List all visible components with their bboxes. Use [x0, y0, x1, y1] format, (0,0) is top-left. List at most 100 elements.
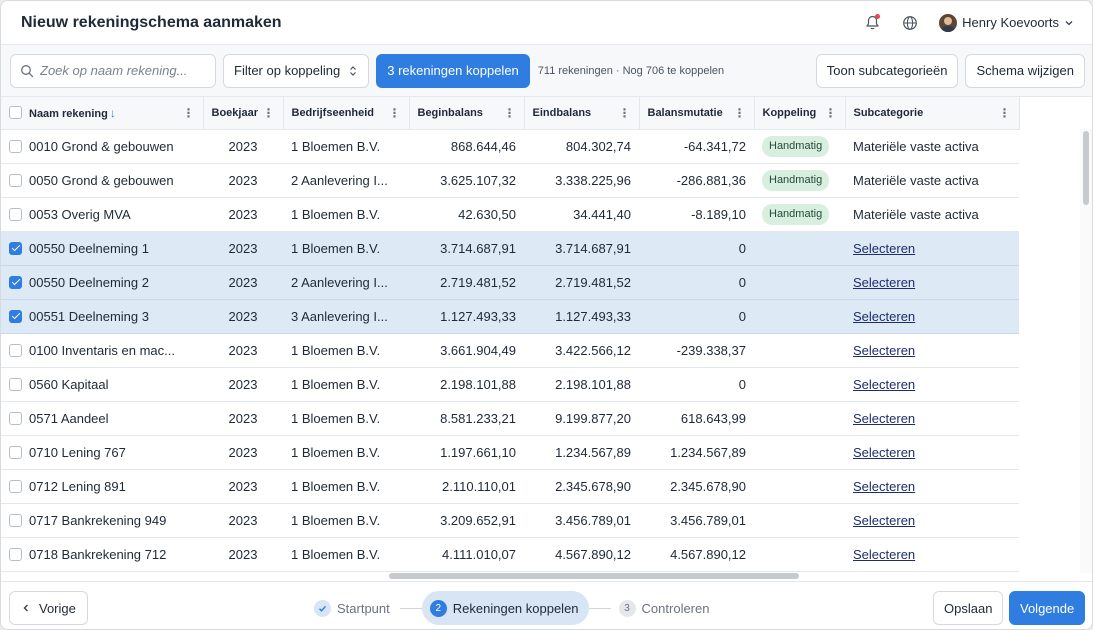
show-subcategories-button[interactable]: Toon subcategorieën [815, 53, 959, 88]
row-checkbox[interactable] [9, 547, 22, 561]
col-header-year[interactable]: Boekjaar ⋮ [203, 97, 284, 130]
table-row[interactable]: 0710 Lening 767 2023 1 Bloemen B.V. 1.197.6… [1, 435, 1019, 470]
table-row[interactable]: 0100 Inventaris en mac... 2023 1 Bloemen B… [1, 333, 1019, 368]
cell-name: 00550 Deelneming 1 [1, 231, 203, 266]
column-menu-icon[interactable]: ⋮ [998, 106, 1011, 120]
step-controleren[interactable]: 3 Controleren [611, 591, 720, 625]
table-row[interactable]: 0053 Overig MVA 2023 1 Bloemen B.V. 42.630,… [1, 197, 1019, 232]
cell-name: 0717 Bankrekening 949 [1, 503, 203, 538]
row-checkbox[interactable] [9, 309, 22, 323]
search-icon [21, 64, 34, 77]
table-row[interactable]: 00550 Deelneming 2 2023 2 Aanlevering I...… [1, 265, 1019, 300]
row-checkbox[interactable] [9, 207, 22, 221]
search-box[interactable] [10, 53, 216, 88]
subcategory-value[interactable]: Selecteren [853, 240, 916, 256]
cell-subcategory: Selecteren [845, 435, 1019, 470]
account-count: 711 rekeningen · Nog 706 te koppelen [537, 64, 725, 77]
cell-end-balance: 2.345.678,90 [524, 469, 639, 504]
subcategory-value[interactable]: Selecteren [853, 512, 916, 528]
column-menu-icon[interactable]: ⋮ [388, 106, 401, 120]
cell-subcategory: Materiële vaste activa [845, 163, 1019, 198]
horizontal-scroll-thumb[interactable] [389, 573, 799, 579]
globe-icon[interactable] [901, 14, 919, 32]
column-menu-icon[interactable]: ⋮ [503, 106, 516, 120]
col-header-link[interactable]: Koppeling ⋮ [754, 97, 846, 130]
subcategory-value[interactable]: Selecteren [853, 308, 916, 324]
row-checkbox[interactable] [9, 411, 22, 425]
account-name: 0100 Inventaris en mac... [29, 342, 175, 358]
row-checkbox[interactable] [9, 513, 22, 527]
row-checkbox[interactable] [9, 343, 22, 357]
col-header-end[interactable]: Eindbalans ⋮ [524, 97, 640, 130]
column-menu-icon[interactable]: ⋮ [262, 106, 275, 120]
previous-button[interactable]: Vorige [9, 591, 88, 625]
vertical-scrollbar[interactable] [1080, 129, 1092, 573]
row-checkbox[interactable] [9, 479, 22, 493]
row-checkbox[interactable] [9, 173, 22, 187]
cell-subcategory: Materiële vaste activa [845, 197, 1019, 232]
vertical-scroll-thumb[interactable] [1083, 131, 1089, 205]
subcategory-value[interactable]: Selecteren [853, 376, 916, 392]
account-name: 0710 Lening 767 [29, 444, 126, 460]
cell-link [754, 503, 845, 538]
col-header-subcat[interactable]: Subcategorie ⋮ [845, 97, 1020, 130]
subcategory-value[interactable]: Selecteren [853, 410, 916, 426]
account-name: 0717 Bankrekening 949 [29, 512, 167, 528]
table-row[interactable]: 0571 Aandeel 2023 1 Bloemen B.V. 8.581.233,… [1, 401, 1019, 436]
link-type-badge: Handmatig [762, 135, 830, 157]
subcategory-value[interactable]: Selecteren [853, 342, 916, 358]
step-rekeningen-koppelen[interactable]: 2 Rekeningen koppelen [421, 591, 589, 625]
table-row[interactable]: 0718 Bankrekening 712 2023 1 Bloemen B.V. 4… [1, 537, 1019, 572]
row-checkbox[interactable] [9, 241, 22, 255]
next-button[interactable]: Volgende [1009, 591, 1086, 625]
change-schema-button[interactable]: Schema wijzigen [965, 53, 1085, 88]
column-menu-icon[interactable]: ⋮ [182, 106, 195, 120]
table-row[interactable]: 0712 Lening 891 2023 1 Bloemen B.V. 2.110.1… [1, 469, 1019, 504]
cell-year: 2023 [203, 299, 283, 334]
table-row[interactable]: 0050 Grond & gebouwen 2023 2 Aanlevering I… [1, 163, 1019, 198]
cell-name: 0050 Grond & gebouwen [1, 163, 203, 198]
row-checkbox[interactable] [9, 377, 22, 391]
cell-year: 2023 [203, 435, 283, 470]
cell-link [754, 367, 845, 402]
table-row[interactable]: 00550 Deelneming 1 2023 1 Bloemen B.V. 3.71… [1, 231, 1019, 266]
table-row[interactable]: 0717 Bankrekening 949 2023 1 Bloemen B.V. 3… [1, 503, 1019, 538]
row-checkbox[interactable] [9, 139, 22, 153]
filter-dropdown[interactable]: Filter op koppeling [223, 53, 370, 88]
search-input[interactable] [40, 63, 200, 78]
table-row[interactable]: 0560 Kapitaal 2023 1 Bloemen B.V. 2.198.101… [1, 367, 1019, 402]
col-header-entity[interactable]: Bedrijfseenheid ⋮ [283, 97, 410, 130]
user-menu[interactable]: Henry Koevoorts [939, 13, 1074, 32]
subcategory-value[interactable]: Selecteren [853, 444, 916, 460]
row-checkbox[interactable] [9, 445, 22, 459]
table-row[interactable]: 0010 Grond & gebouwen 2023 1 Bloemen B.V. 8… [1, 129, 1019, 164]
select-all-checkbox[interactable] [9, 105, 22, 119]
cell-end-balance: 2.719.481,52 [524, 265, 639, 300]
col-header-mutation[interactable]: Balansmutatie ⋮ [639, 97, 755, 130]
step-startpunt[interactable]: Startpunt [306, 591, 400, 625]
save-button[interactable]: Opslaan [933, 591, 1004, 625]
column-menu-icon[interactable]: ⋮ [733, 106, 746, 120]
link-accounts-button[interactable]: 3 rekeningen koppelen [376, 53, 530, 88]
subcategory-value[interactable]: Selecteren [853, 478, 916, 494]
sort-down-arrow-icon[interactable]: ↓ [109, 105, 116, 120]
row-checkbox[interactable] [9, 275, 22, 289]
column-menu-icon[interactable]: ⋮ [618, 106, 631, 120]
cell-year: 2023 [203, 129, 283, 164]
account-name: 0718 Bankrekening 712 [29, 546, 167, 562]
cell-subcategory: Selecteren [845, 299, 1019, 334]
bell-icon[interactable] [863, 13, 881, 32]
horizontal-scrollbar[interactable] [1, 571, 1080, 581]
column-menu-icon[interactable]: ⋮ [824, 106, 837, 120]
subcategory-value[interactable]: Selecteren [853, 546, 916, 562]
table-row[interactable]: 00551 Deelneming 3 2023 3 Aanlevering I...… [1, 299, 1019, 334]
col-header-name[interactable]: Naam rekening ↓ ⋮ [1, 97, 204, 130]
subcategory-value[interactable]: Selecteren [853, 274, 916, 290]
col-header-begin[interactable]: Beginbalans ⋮ [409, 97, 525, 130]
cell-end-balance: 3.422.566,12 [524, 333, 639, 368]
cell-begin-balance: 1.127.493,33 [409, 299, 524, 334]
cell-balance-mutation: 4.567.890,12 [639, 537, 754, 572]
cell-subcategory: Materiële vaste activa [845, 129, 1019, 164]
cell-name: 0718 Bankrekening 712 [1, 537, 203, 572]
cell-year: 2023 [203, 265, 283, 300]
